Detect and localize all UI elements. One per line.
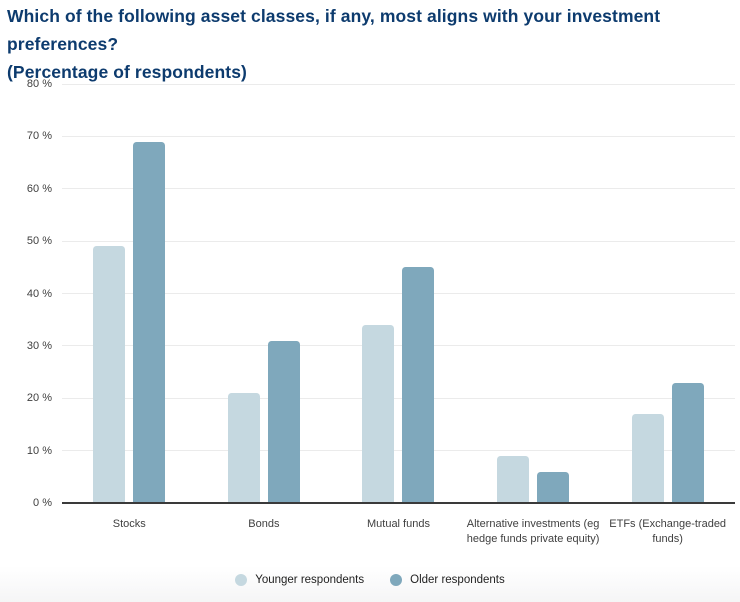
x-tick-label: Alternative investments (eg hedge funds …: [466, 518, 600, 545]
bar-group: [466, 84, 601, 503]
gridline: [62, 397, 735, 399]
y-tick-label: 40 %: [26, 287, 52, 300]
y-tick-label: 50 %: [26, 235, 52, 248]
bar-group: [331, 84, 466, 503]
x-tick-label: Stocks: [112, 518, 146, 530]
gridline: [62, 293, 735, 294]
x-label-cell: Stocks: [62, 517, 197, 546]
y-tick-label: 70 %: [26, 130, 52, 143]
gridline: [62, 188, 735, 190]
y-tick-label: 20 %: [26, 392, 52, 405]
bar-older-respondents: [133, 141, 166, 503]
plot-area: [62, 83, 735, 504]
legend-label-younger: Younger respondents: [255, 574, 365, 586]
bar-older-respondents: [402, 267, 435, 503]
bar-group: [197, 84, 332, 503]
x-label-cell: ETFs (Exchange-traded funds): [600, 517, 735, 546]
x-label-cell: Alternative investments (eg hedge funds …: [466, 517, 601, 546]
footer-band: [0, 566, 740, 602]
chart-title-subtitle: (Percentage of respondents): [7, 62, 247, 82]
y-tick-label: 30 %: [26, 339, 52, 352]
bar-older-respondents: [671, 382, 704, 503]
y-tick-label: 60 %: [26, 182, 52, 195]
y-tick-label: 10 %: [26, 444, 52, 457]
x-tick-label: Mutual funds: [366, 518, 430, 530]
gridline: [62, 450, 735, 452]
chart-title-question: Which of the following asset classes, if…: [7, 6, 661, 54]
legend: Younger respondents Older respondents: [0, 574, 740, 586]
x-label-cell: Mutual funds: [331, 517, 466, 546]
x-axis-labels: Stocks Bonds Mutual funds Alternative inves…: [62, 517, 735, 546]
bar-younger-respondents: [227, 393, 260, 503]
legend-item-younger[interactable]: Younger respondents: [235, 574, 364, 586]
legend-label-older: Older respondents: [410, 574, 505, 586]
gridline: [62, 345, 735, 347]
x-tick-label: Bonds: [248, 518, 280, 530]
bar-younger-respondents: [631, 413, 664, 503]
x-axis-line: [62, 502, 735, 504]
bar-younger-respondents: [362, 324, 395, 503]
bar-older-respondents: [267, 340, 300, 503]
y-tick-label: 80 %: [26, 78, 52, 90]
legend-item-older[interactable]: Older respondents: [390, 574, 505, 586]
x-label-cell: Bonds: [197, 517, 332, 546]
bar-group: [600, 84, 735, 503]
bar-older-respondents: [537, 471, 570, 503]
bar-younger-respondents: [93, 246, 126, 503]
gridline: [62, 83, 735, 85]
x-tick-label: ETFs (Exchange-traded funds): [609, 518, 727, 545]
y-axis-labels: 80 % 70 % 60 % 50 % 40 % 30 % 20 % 10 % 0 %: [0, 78, 52, 509]
legend-dot-younger-icon: [235, 574, 248, 586]
y-tick-label: 0 %: [33, 497, 52, 509]
gridline: [62, 135, 735, 137]
legend-dot-older-icon: [390, 574, 403, 586]
gridline: [62, 240, 735, 242]
bar-group: [62, 84, 197, 503]
bar-groups: [62, 84, 735, 503]
bar-younger-respondents: [497, 455, 530, 503]
chart-title: Which of the following asset classes, if…: [7, 2, 735, 86]
